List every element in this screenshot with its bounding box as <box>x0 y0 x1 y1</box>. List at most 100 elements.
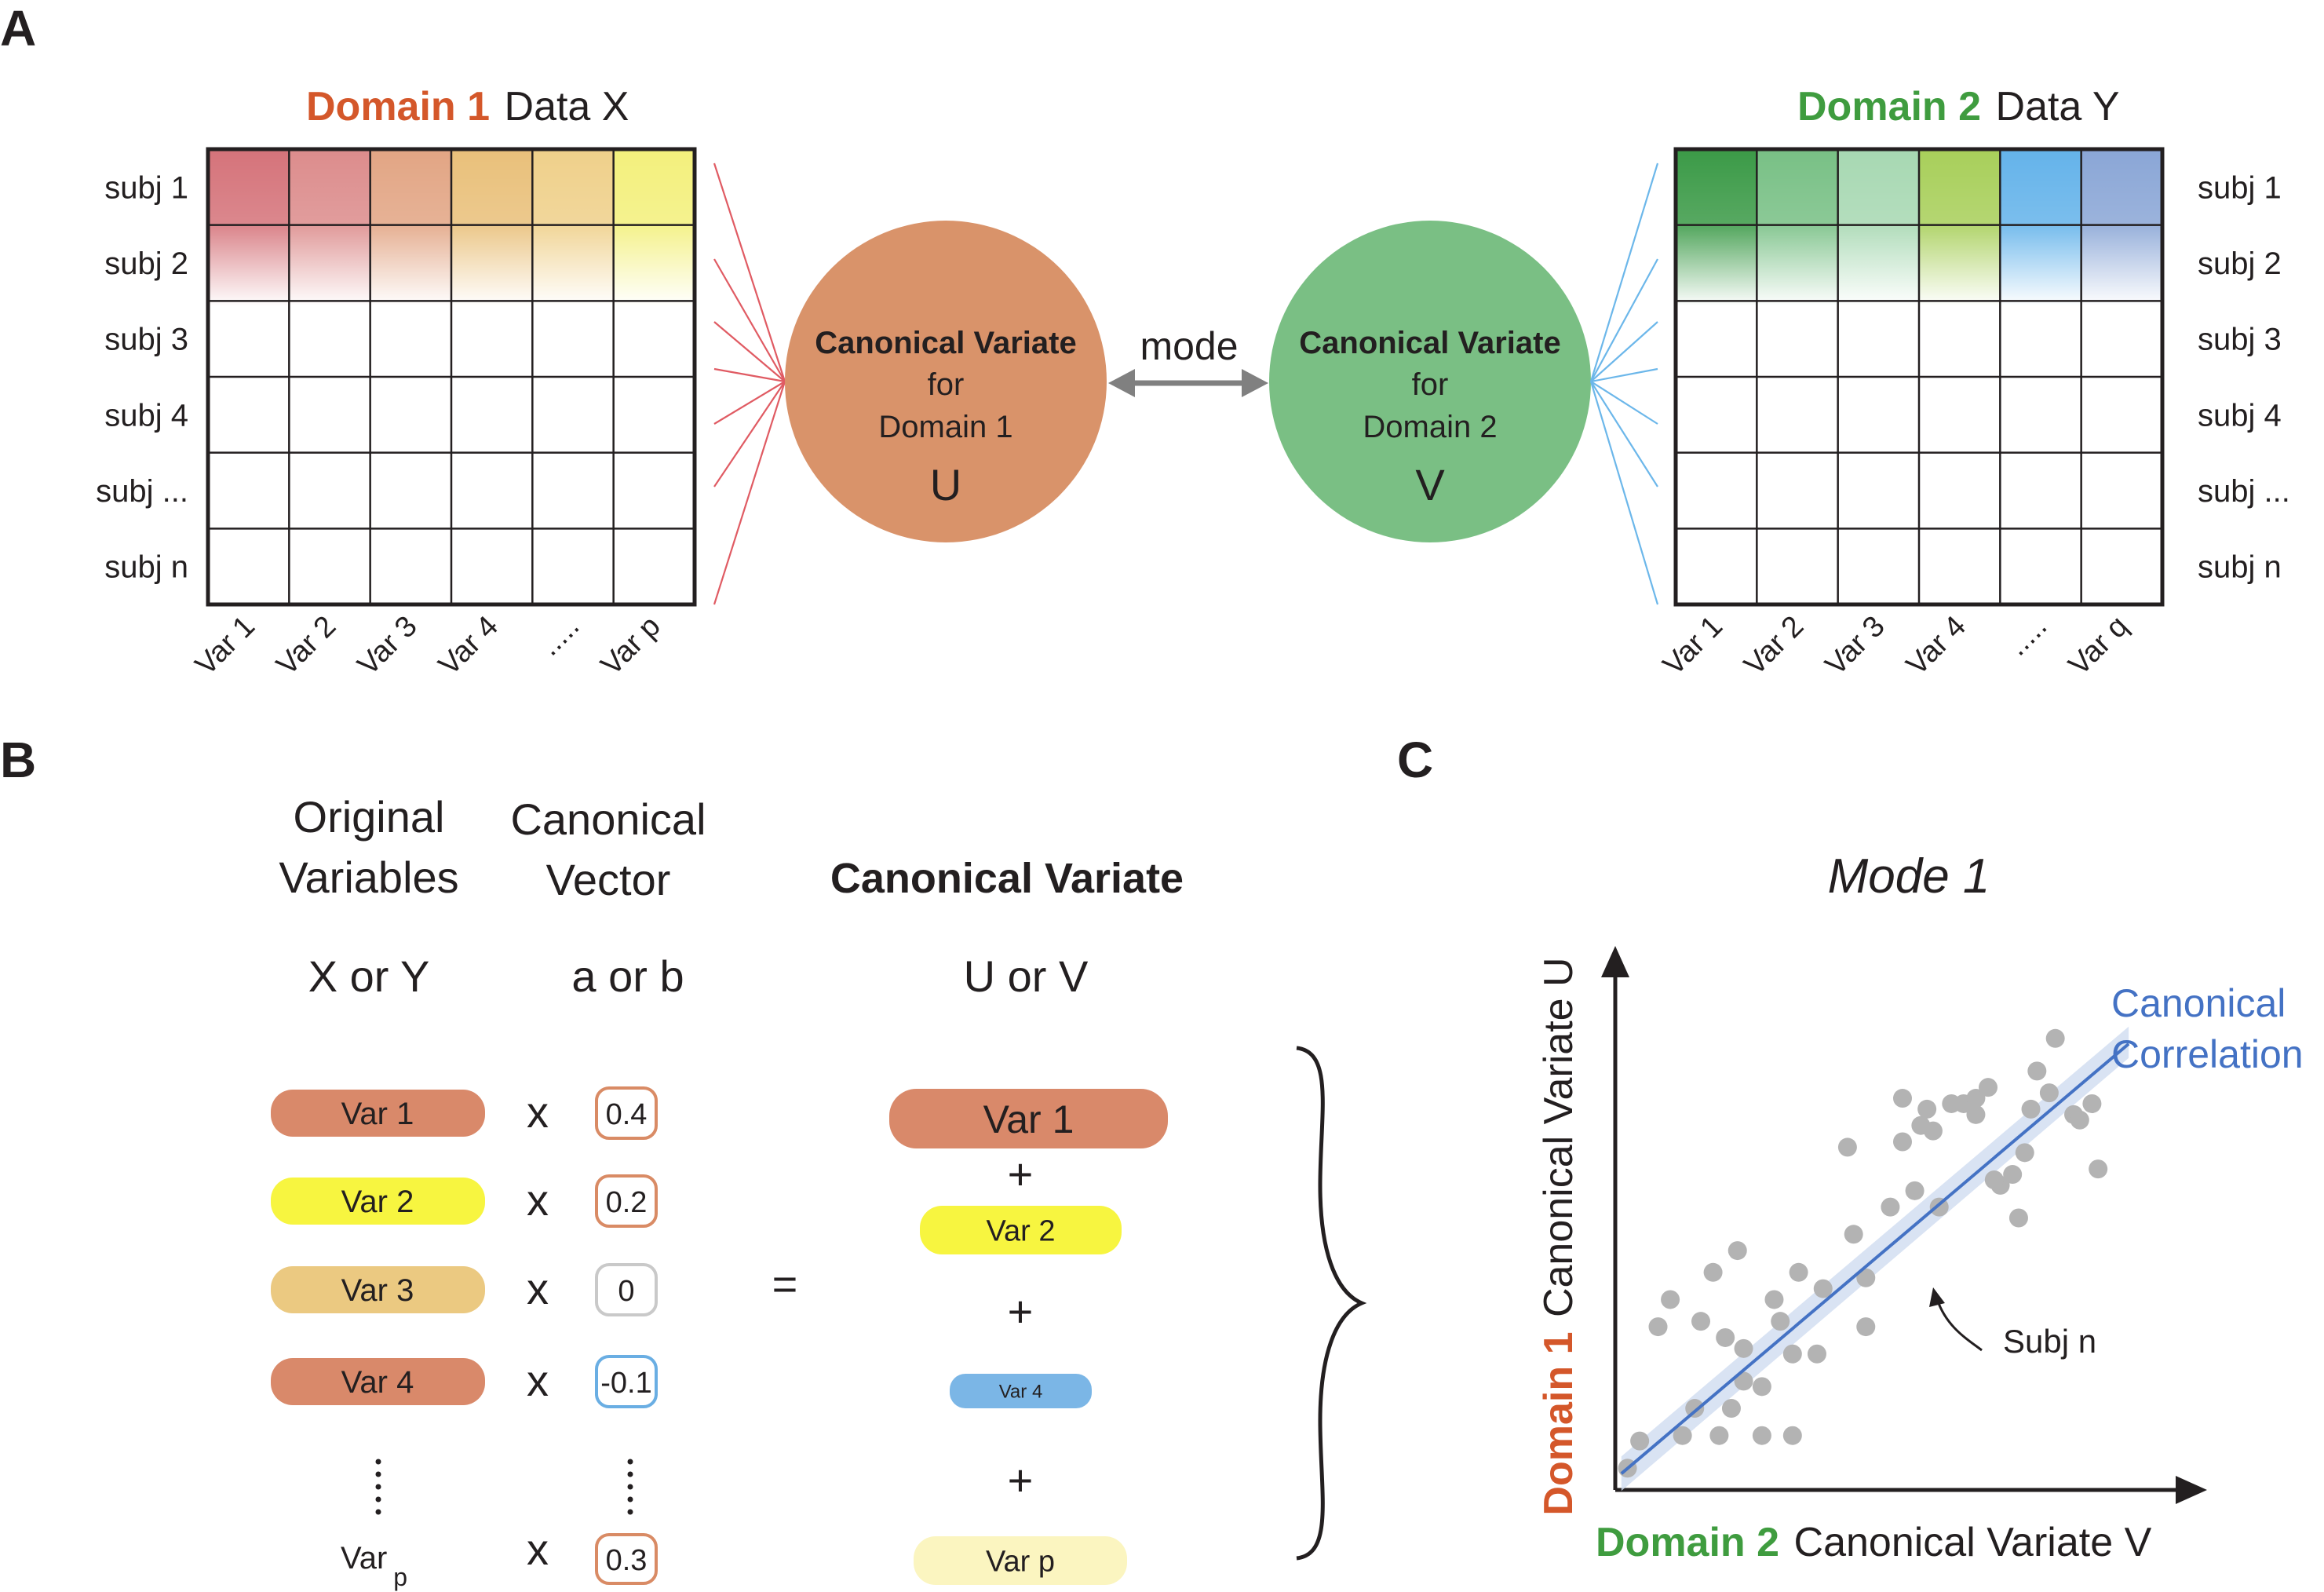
cv-v-for: for <box>1412 367 1449 402</box>
canonical-correlation-label-2: Correlation <box>2111 1032 2304 1076</box>
canonical-correlation-label-1: Canonical <box>2111 981 2286 1025</box>
domain2-connection-lines <box>1589 162 1659 605</box>
multiply-sign: x <box>527 1087 549 1137</box>
canonical-vector-line2: Vector <box>546 855 671 904</box>
vertical-ellipsis-mid <box>627 1459 633 1515</box>
variable-pill <box>271 1266 485 1313</box>
matrix-row-label: subj ... <box>96 474 188 509</box>
canonical-vector-line1: Canonical <box>510 794 706 844</box>
variable-row: Var 2 x 0.2 <box>271 1174 658 1228</box>
y-axis-arrow <box>1601 946 1629 977</box>
data-point <box>1673 1426 1692 1445</box>
y-axis-rest: Canonical Variate U <box>1536 957 1582 1317</box>
matrix-row-label: subj 3 <box>2198 323 2282 357</box>
fan-line <box>713 258 786 382</box>
data-point <box>1789 1262 1808 1282</box>
matrix-col-label: Var p <box>595 610 667 682</box>
mode-double-arrow: mode <box>1108 324 1268 397</box>
data-point <box>1716 1327 1735 1347</box>
last-coef-value: 0.3 <box>606 1544 648 1577</box>
fan-line <box>1590 321 1658 382</box>
matrix-border <box>1673 147 2165 607</box>
coef-box <box>595 1174 658 1228</box>
x-axis-domain: Domain 2 <box>1596 1520 1779 1565</box>
fan-line <box>713 162 786 382</box>
matrix-row-label: subj 2 <box>104 246 188 281</box>
panel-b-letter: B <box>0 732 36 788</box>
fan-line <box>713 381 786 425</box>
variable-pill <box>271 1178 485 1225</box>
fan-line <box>1589 162 1659 382</box>
matrix-color-cell <box>1676 149 1757 309</box>
cv-v-circle <box>1269 221 1591 542</box>
data-point <box>1844 1225 1863 1244</box>
matrix-color-cell <box>613 149 695 309</box>
coef-value: -0.1 <box>600 1367 651 1400</box>
result-pill-label: Var 1 <box>983 1097 1074 1141</box>
matrix-row-label: subj 3 <box>104 323 188 357</box>
original-variables-line2: Variables <box>279 853 458 902</box>
data-point <box>1905 1181 1925 1200</box>
mode-arrow-left-head <box>1108 369 1135 397</box>
x-axis-label: Domain 2 Canonical Variate V <box>1596 1520 2152 1565</box>
matrix-col-label: Var 3 <box>1819 610 1892 682</box>
fan-line <box>1590 381 1658 487</box>
matrix-row-label: subj ... <box>2198 474 2290 509</box>
variable-pill-label: Var 4 <box>341 1365 414 1400</box>
result-pill-label: Var 2 <box>986 1215 1055 1248</box>
cv-v-symbol: V <box>1415 460 1445 509</box>
data-point <box>1721 1399 1741 1419</box>
matrix-row-label: subj n <box>104 550 188 585</box>
fan-line <box>1590 258 1658 382</box>
data-point <box>1856 1268 1876 1287</box>
data-point <box>1771 1312 1790 1331</box>
scatter-chart <box>1601 946 2207 1504</box>
data-point <box>1979 1078 1998 1097</box>
domain2-data-matrix: subj 1 subj 2 subj 3 subj 4 subj ... subj n V… <box>1657 147 2290 682</box>
subj-n-label: Subj n <box>2003 1323 2096 1360</box>
cv-v-title: Canonical Variate <box>1299 326 1560 360</box>
matrix-color-cell <box>2000 149 2081 309</box>
data-point <box>1923 1121 1943 1141</box>
data-point <box>2027 1061 2047 1081</box>
x-axis-arrow <box>2176 1476 2207 1504</box>
matrix-color-cell <box>208 149 290 309</box>
data-point <box>1691 1312 1711 1331</box>
result-pill-label: Var p <box>986 1546 1055 1579</box>
data-point <box>2039 1083 2059 1103</box>
coef-value: 0 <box>618 1275 634 1308</box>
data-points <box>1618 1028 2108 1478</box>
cv-u-title: Canonical Variate <box>815 326 1076 360</box>
data-point <box>1630 1431 1650 1451</box>
multiply-sign: x <box>527 1175 549 1225</box>
matrix-color-cell <box>289 149 370 309</box>
data-point <box>1966 1089 1986 1108</box>
multiply-sign: x <box>527 1264 549 1313</box>
matrix-col-label: Var 4 <box>432 610 505 682</box>
domain1-title-rest: Data X <box>505 84 629 130</box>
matrix-row-label: subj 4 <box>104 398 188 433</box>
equals-sign: = <box>772 1259 798 1309</box>
data-point-subj-n <box>1856 1317 1876 1337</box>
matrix-color-cell <box>1919 149 2001 309</box>
variable-row: Var 3 x 0 <box>271 1263 658 1316</box>
data-point <box>1752 1426 1771 1445</box>
matrix-color-cell <box>2081 149 2162 309</box>
result-pill <box>920 1206 1122 1254</box>
domain1-title-domain: Domain 1 <box>306 84 490 130</box>
coef-box <box>595 1263 658 1316</box>
data-point <box>2082 1094 2102 1113</box>
canonical-variate-v-node: Canonical Variate for Domain 2 V <box>1269 221 1591 542</box>
data-point <box>1813 1279 1833 1298</box>
domain1-connection-lines <box>713 162 786 605</box>
canonical-variate-u-node: Canonical Variate for Domain 1 U <box>785 221 1107 542</box>
canonical-variate-sum: Var 1 Var 2 Var 4 Var p + + + <box>889 1089 1168 1585</box>
variable-row: Var 1 x 0.4 <box>271 1086 658 1140</box>
data-point <box>2089 1159 2108 1179</box>
coef-box <box>595 1086 658 1140</box>
data-point <box>1734 1338 1753 1358</box>
data-point <box>1807 1344 1826 1364</box>
domain2-title: Domain 2 Data Y <box>1797 84 2120 130</box>
x-axis-rest: Canonical Variate V <box>1794 1520 2152 1565</box>
